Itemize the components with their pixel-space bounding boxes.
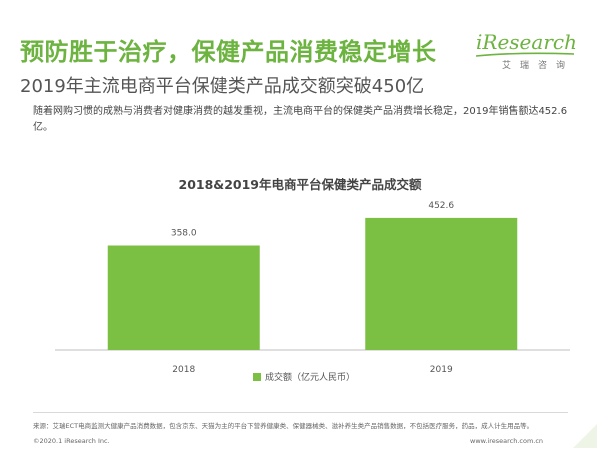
chart-title: 2018&2019年电商平台保健类产品成交额 xyxy=(178,177,422,192)
x-tick-label-2019: 2019 xyxy=(430,365,453,375)
bar-2018 xyxy=(107,245,260,350)
copyright-text: ©2020.1 iResearch Inc. xyxy=(33,437,110,445)
page-subtitle: 2019年主流电商平台保健类产品成交额突破450亿 xyxy=(20,76,425,97)
footer-divider xyxy=(33,412,568,413)
logo-cn-text: 艾瑞咨询 xyxy=(502,61,575,71)
corner-emblem-icon xyxy=(573,424,597,448)
bar-chart: 358.0 2018 452.6 2019 xyxy=(55,201,570,375)
x-tick-label-2018: 2018 xyxy=(172,365,195,375)
legend-label: 成交额（亿元人民币） xyxy=(265,373,356,383)
data-label-2019: 452.6 xyxy=(428,201,454,211)
legend-swatch xyxy=(253,372,261,381)
website-url: www.iresearch.com.cn xyxy=(470,437,544,445)
data-label-2018: 358.0 xyxy=(171,229,197,239)
logo-swoosh-icon xyxy=(476,52,574,57)
page-title: 预防胜于治疗，保健产品消费稳定增长 xyxy=(20,38,437,66)
logo-wordmark: iResearch xyxy=(476,30,577,54)
source-note: 来源：艾瑞ECT电商监测大健康产品消费数据，包含京东、天猫为主的平台下营养健康类… xyxy=(33,422,534,430)
iresearch-logo: iResearch 艾瑞咨询 xyxy=(476,30,577,74)
intro-paragraph: 随着网购习惯的成熟与消费者对健康消费的越发重视，主流电商平台的保健类产品消费增长… xyxy=(33,106,568,133)
chart-legend: 成交额（亿元人民币） xyxy=(253,370,355,383)
bar-2019 xyxy=(365,217,518,350)
